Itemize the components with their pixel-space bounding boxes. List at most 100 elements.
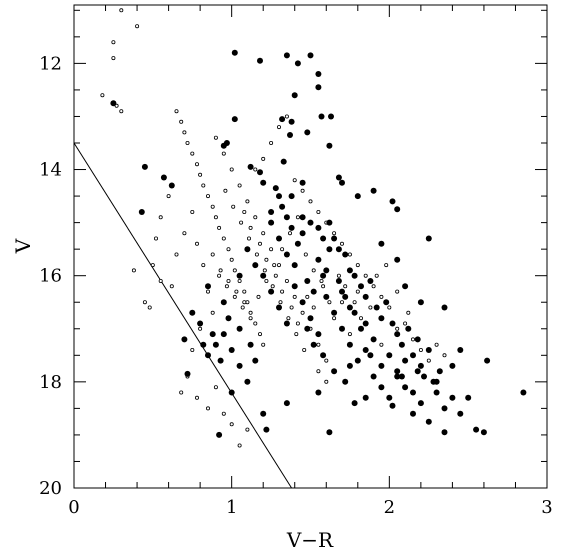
filled-data-point — [228, 347, 235, 353]
filled-data-point — [257, 169, 263, 176]
filled-data-point — [351, 400, 358, 407]
open-data-point — [226, 278, 231, 283]
filled-data-point — [320, 272, 327, 279]
filled-data-point — [394, 373, 401, 380]
open-data-point — [292, 294, 297, 299]
filled-data-point — [394, 331, 401, 338]
filled-data-point — [299, 214, 306, 221]
filled-data-point — [260, 272, 267, 279]
filled-data-point — [205, 352, 211, 359]
open-data-point — [232, 268, 237, 273]
filled-data-point — [225, 315, 232, 322]
filled-data-point — [279, 116, 286, 123]
open-data-point — [257, 241, 262, 246]
filled-data-point — [252, 262, 259, 269]
filled-data-point — [223, 140, 230, 146]
filled-data-point — [346, 267, 353, 274]
filled-data-point — [291, 262, 298, 269]
open-data-point — [237, 183, 242, 188]
filled-data-point — [260, 179, 267, 186]
open-data-point — [223, 188, 228, 193]
open-data-point — [201, 263, 206, 268]
open-data-point — [237, 278, 242, 283]
filled-data-point — [315, 224, 322, 231]
open-data-point — [240, 305, 245, 310]
filled-data-point — [425, 347, 432, 353]
filled-data-point — [465, 394, 472, 401]
y-tick-label: 20 — [39, 478, 62, 499]
filled-data-point — [398, 341, 405, 348]
open-data-point — [269, 140, 274, 145]
filled-data-point — [417, 362, 424, 369]
filled-data-point — [231, 116, 238, 123]
filled-data-point — [304, 278, 311, 284]
filled-data-point — [236, 362, 243, 369]
open-data-point — [245, 199, 250, 204]
open-data-point — [254, 252, 259, 257]
open-data-point — [332, 316, 337, 321]
open-data-point — [174, 109, 179, 114]
filled-data-point — [283, 52, 290, 59]
open-data-point — [179, 390, 184, 395]
filled-data-point — [168, 182, 175, 189]
filled-data-point — [383, 299, 390, 306]
open-data-point — [347, 332, 352, 337]
filled-data-point — [291, 283, 298, 290]
open-data-point — [284, 114, 289, 119]
filled-data-point — [244, 378, 251, 385]
open-data-point — [174, 252, 179, 257]
open-data-point — [426, 358, 431, 363]
open-data-point — [324, 358, 329, 363]
open-data-point — [226, 247, 231, 252]
filled-data-point — [291, 92, 298, 99]
filled-data-point — [331, 309, 338, 316]
open-data-point — [229, 257, 234, 262]
open-data-point — [182, 231, 187, 236]
filled-data-point — [276, 193, 282, 200]
open-data-point — [286, 316, 291, 321]
x-tick-label: 1 — [226, 497, 237, 518]
open-data-point — [387, 305, 392, 310]
filled-data-point — [335, 174, 342, 181]
open-data-point — [295, 215, 300, 220]
open-data-point — [213, 135, 218, 140]
filled-data-point — [263, 426, 270, 433]
open-data-point — [305, 294, 310, 299]
filled-data-point — [220, 299, 227, 306]
filled-data-point — [220, 331, 227, 338]
filled-data-point — [370, 373, 377, 380]
filled-data-point — [326, 429, 333, 436]
filled-data-point — [441, 304, 448, 311]
open-data-point — [153, 236, 158, 241]
open-data-point — [379, 294, 384, 299]
open-data-point — [311, 305, 316, 310]
filled-data-point — [331, 235, 338, 242]
open-data-point — [182, 130, 187, 135]
open-data-point — [284, 278, 289, 283]
filled-data-point — [354, 193, 361, 200]
filled-data-point — [367, 278, 374, 284]
filled-data-point — [339, 325, 345, 332]
filled-data-point — [358, 325, 364, 332]
filled-data-point — [335, 246, 342, 253]
open-data-point — [147, 305, 152, 310]
open-data-point — [347, 252, 352, 257]
open-data-point — [194, 395, 199, 400]
open-data-point — [262, 268, 267, 273]
filled-data-point — [354, 357, 361, 364]
filled-data-point — [268, 219, 275, 226]
open-data-point — [224, 284, 229, 289]
open-data-point — [248, 316, 253, 321]
open-data-point — [418, 347, 423, 352]
filled-data-point — [212, 341, 219, 348]
filled-data-point — [299, 230, 306, 237]
filled-data-point — [389, 320, 396, 327]
open-data-point — [229, 422, 234, 427]
plot-frame — [73, 4, 548, 489]
open-data-point — [221, 151, 226, 156]
open-data-point — [221, 236, 226, 241]
open-data-point — [352, 300, 357, 305]
filled-data-point — [288, 118, 295, 125]
open-data-point — [406, 310, 411, 315]
filled-data-point — [326, 246, 333, 253]
